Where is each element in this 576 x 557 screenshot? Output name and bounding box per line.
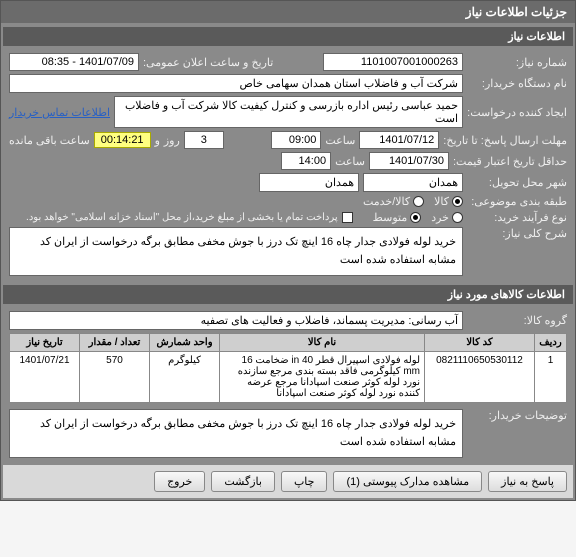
field-need-summary: خرید لوله فولادی جدار چاه 16 اینچ تک درز… <box>9 227 463 276</box>
radio-group-subject: کالا کالا/خدمت <box>363 195 463 208</box>
row-subject-category: طبقه بندی موضوعی: کالا کالا/خدمت <box>9 195 567 208</box>
label-subject-category: طبقه بندی موضوعی: <box>467 195 567 208</box>
row-response-deadline: مهلت ارسال پاسخ: تا تاریخ: 1401/07/12 سا… <box>9 131 567 149</box>
section-need-info: اطلاعات نیاز <box>3 27 573 46</box>
items-info-form: گروه کالا: آب رسانی: مدیریت پسماند، فاضل… <box>3 304 573 465</box>
label-saat-2: ساعت <box>335 155 365 168</box>
label-buyer-device: نام دستگاه خریدار: <box>467 77 567 90</box>
th-qty: تعداد / مقدار <box>80 334 150 352</box>
radio-process-small[interactable]: خرد <box>431 211 463 224</box>
th-needdate: تاریخ نیاز <box>10 334 80 352</box>
section-items-info: اطلاعات کالاهای مورد نیاز <box>3 285 573 304</box>
link-buyer-contact[interactable]: اطلاعات تماس خریدار <box>9 106 110 119</box>
label-roz: روز <box>164 134 180 147</box>
label-remaining: ساعت باقی مانده <box>9 134 90 147</box>
th-unit: واحد شمارش <box>150 334 220 352</box>
label-item-group: گروه کالا: <box>467 314 567 327</box>
radio-subject-service[interactable]: کالا/خدمت <box>363 195 424 208</box>
field-remain-time: 00:14:21 <box>94 132 151 148</box>
row-buyer-device: نام دستگاه خریدار: شرکت آب و فاضلاب استا… <box>9 74 567 93</box>
cell-row: 1 <box>535 352 567 403</box>
radio-dot-icon <box>410 212 421 223</box>
window-title: جزئیات اطلاعات نیاز <box>466 5 567 19</box>
radio-subject-kala[interactable]: کالا <box>434 195 463 208</box>
label-request-creator: ایجاد کننده درخواست: <box>467 106 567 119</box>
field-delivery-province: همدان <box>363 173 463 192</box>
field-request-creator: حمید عباسی رئیس اداره بازرسی و کنترل کیف… <box>114 96 463 128</box>
label-payment-note: پرداخت تمام یا بخشی از مبلغ خرید،از محل … <box>26 212 338 223</box>
cell-unit: کیلوگرم <box>150 352 220 403</box>
field-price-valid-time: 14:00 <box>281 152 331 170</box>
th-name: نام کالا <box>220 334 425 352</box>
back-button[interactable]: بازگشت <box>211 471 275 492</box>
label-purchase-process: نوع فرآیند خرید: <box>467 211 567 224</box>
field-price-valid-date: 1401/07/30 <box>369 152 449 170</box>
row-purchase-process: نوع فرآیند خرید: خرد متوسط پرداخت تمام ی… <box>9 211 567 224</box>
radio-label-medium: متوسط <box>373 211 408 224</box>
attachments-button[interactable]: مشاهده مدارک پیوستی (1) <box>333 471 482 492</box>
label-response-deadline: مهلت ارسال پاسخ: تا تاریخ: <box>443 134 567 147</box>
cell-code: 0821110650530112 <box>425 352 535 403</box>
radio-label-service: کالا/خدمت <box>363 195 410 208</box>
radio-dot-icon <box>452 196 463 207</box>
window-body: اطلاعات نیاز شماره نیاز: 110100700100026… <box>1 23 575 500</box>
cell-name: لوله فولادی اسپیرال قطر 40 in ضخامت 16 m… <box>220 352 425 403</box>
cell-needdate: 1401/07/21 <box>10 352 80 403</box>
label-delivery-city: شهر محل تحویل: <box>467 176 567 189</box>
field-buyer-device: شرکت آب و فاضلاب استان همدان سهامی خاص <box>9 74 463 93</box>
field-remain-days: 3 <box>184 131 224 149</box>
radio-process-medium[interactable]: متوسط <box>373 211 422 224</box>
field-delivery-city: همدان <box>259 173 359 192</box>
checkbox-treasury[interactable] <box>342 212 353 223</box>
field-announce-datetime: 1401/07/09 - 08:35 <box>9 53 139 71</box>
exit-button[interactable]: خروج <box>154 471 205 492</box>
reply-button[interactable]: پاسخ به نیاز <box>488 471 567 492</box>
row-buyer-notes: توضیحات خریدار: خرید لوله فولادی جدار چا… <box>9 409 567 458</box>
label-need-number: شماره نیاز: <box>467 56 567 69</box>
radio-label-kala: کالا <box>434 195 449 208</box>
radio-dot-icon <box>452 212 463 223</box>
row-item-group: گروه کالا: آب رسانی: مدیریت پسماند، فاضل… <box>9 311 567 330</box>
field-need-number: 1101007001000263 <box>323 53 463 71</box>
row-delivery-city: شهر محل تحویل: همدان همدان <box>9 173 567 192</box>
items-table: ردیف کد کالا نام کالا واحد شمارش تعداد /… <box>9 333 567 403</box>
table-header-row: ردیف کد کالا نام کالا واحد شمارش تعداد /… <box>10 334 567 352</box>
th-row: ردیف <box>535 334 567 352</box>
radio-dot-icon <box>413 196 424 207</box>
radio-label-small: خرد <box>431 211 449 224</box>
label-buyer-notes: توضیحات خریدار: <box>467 409 567 422</box>
field-response-date: 1401/07/12 <box>359 131 439 149</box>
label-announce-datetime: تاریخ و ساعت اعلان عمومی: <box>143 56 273 69</box>
need-details-window: جزئیات اطلاعات نیاز اطلاعات نیاز شماره ن… <box>0 0 576 501</box>
label-need-summary: شرح کلی نیاز: <box>467 227 567 240</box>
field-buyer-notes: خرید لوله فولادی جدار چاه 16 اینچ تک درز… <box>9 409 463 458</box>
label-price-valid: حداقل تاریخ اعتبار قیمت: <box>453 155 567 168</box>
window-title-bar: جزئیات اطلاعات نیاز <box>1 1 575 23</box>
print-button[interactable]: چاپ <box>281 471 328 492</box>
footer-toolbar: پاسخ به نیاز مشاهده مدارک پیوستی (1) چاپ… <box>3 465 573 498</box>
label-and: و <box>155 134 160 147</box>
field-response-time: 09:00 <box>271 131 321 149</box>
table-row[interactable]: 1 0821110650530112 لوله فولادی اسپیرال ق… <box>10 352 567 403</box>
row-need-summary: شرح کلی نیاز: خرید لوله فولادی جدار چاه … <box>9 227 567 276</box>
row-need-number: شماره نیاز: 1101007001000263 تاریخ و ساع… <box>9 53 567 71</box>
row-request-creator: ایجاد کننده درخواست: حمید عباسی رئیس ادا… <box>9 96 567 128</box>
label-saat-1: ساعت <box>325 134 355 147</box>
need-info-form: شماره نیاز: 1101007001000263 تاریخ و ساع… <box>3 46 573 283</box>
field-item-group: آب رسانی: مدیریت پسماند، فاضلاب و فعالیت… <box>9 311 463 330</box>
row-price-valid: حداقل تاریخ اعتبار قیمت: 1401/07/30 ساعت… <box>9 152 567 170</box>
radio-group-process: خرد متوسط <box>373 211 463 224</box>
cell-qty: 570 <box>80 352 150 403</box>
th-code: کد کالا <box>425 334 535 352</box>
